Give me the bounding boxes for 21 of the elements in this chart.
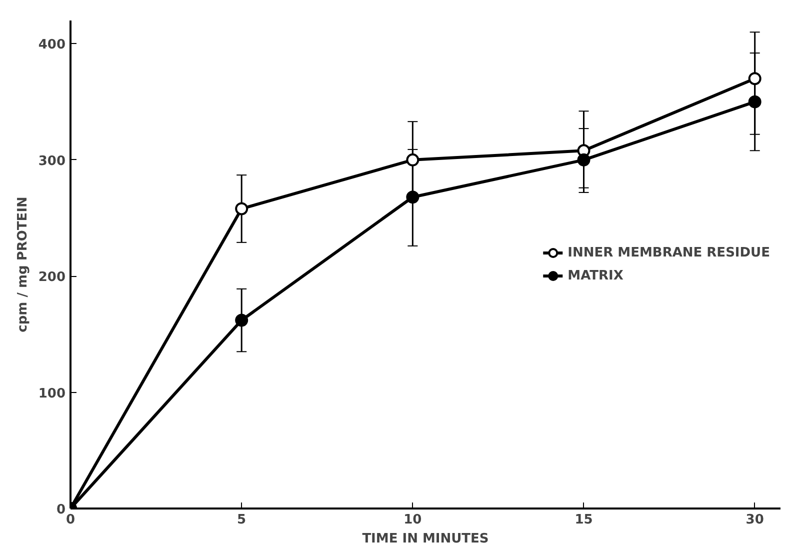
legend-label: MATRIX [568, 268, 624, 283]
x-tick-label: 5 [237, 512, 246, 528]
point [406, 153, 420, 166]
x-tick-label: 10 [404, 512, 422, 528]
x-tick-label: 0 [66, 512, 76, 528]
point [748, 72, 762, 86]
x-axis-title: TIME IN MINUTES [362, 532, 489, 546]
point [577, 153, 590, 166]
y-tick-label: 300 [38, 154, 66, 169]
x-tick-label: 30 [746, 512, 764, 528]
x-tick-label: 15 [574, 512, 593, 528]
point [748, 95, 762, 108]
point [235, 314, 248, 327]
y-tick-label: 200 [38, 270, 66, 286]
point [235, 202, 248, 216]
y-tick-label: 100 [38, 386, 66, 402]
point [406, 190, 420, 204]
legend-label: INNER MEMBRANE RESIDUE [568, 245, 770, 260]
y-tick-label: 0 [56, 502, 66, 518]
y-tick-label: 400 [38, 38, 66, 53]
y-axis-title: cpm / mg PROTEIN [15, 196, 30, 332]
